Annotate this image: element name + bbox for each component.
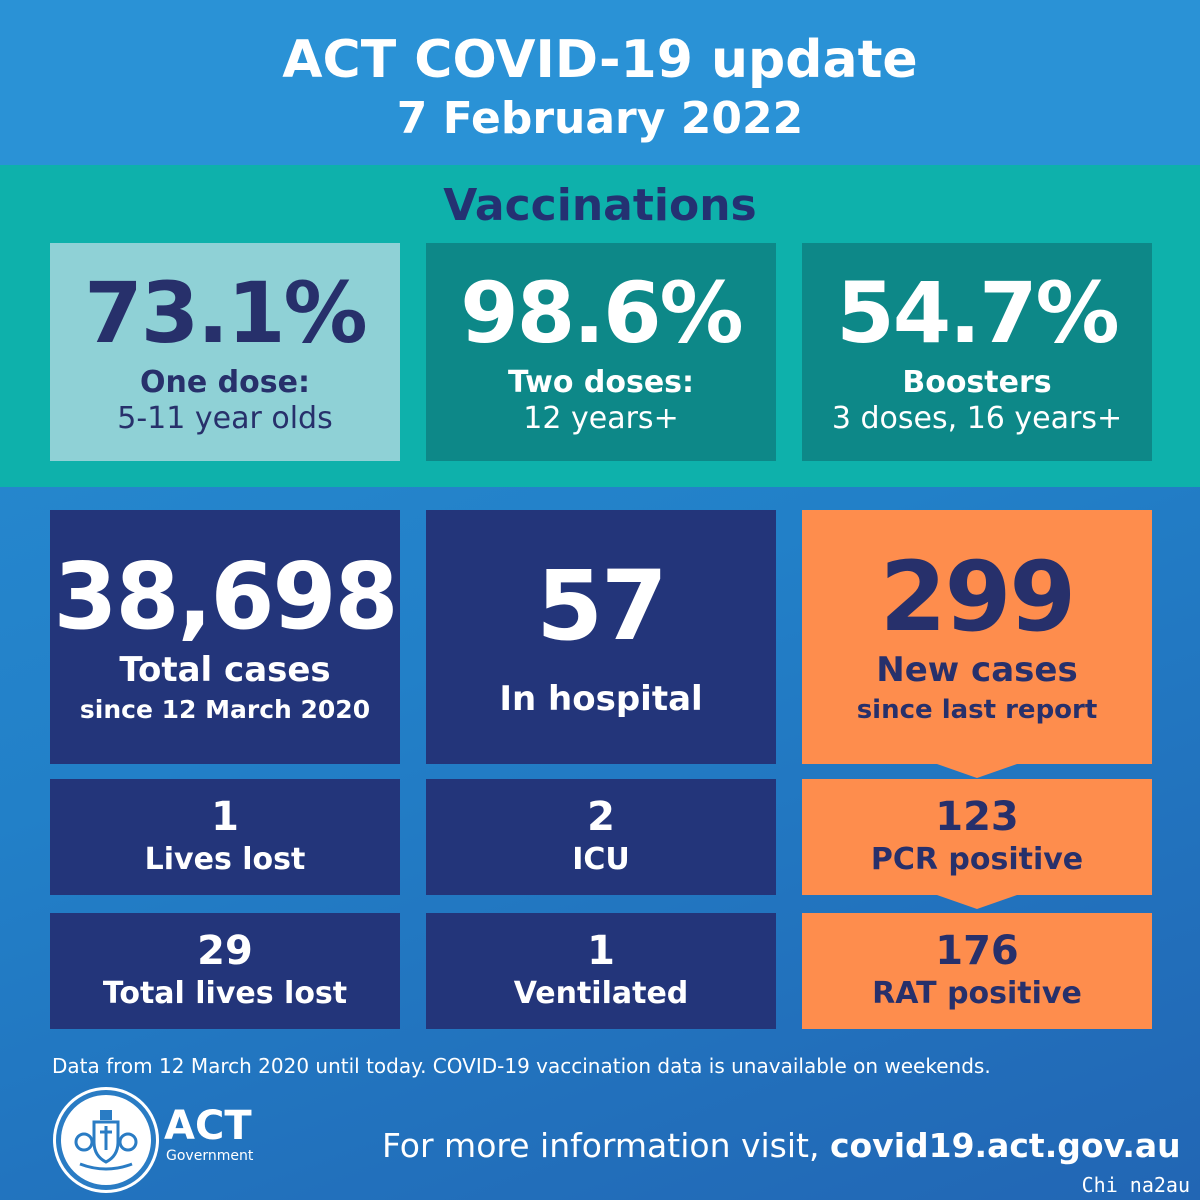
in-hospital-card: 57 In hospital xyxy=(426,510,776,764)
vax-boosters-value: 54.7% xyxy=(836,264,1119,362)
more-info-link[interactable]: covid19.act.gov.au xyxy=(829,1126,1181,1165)
icu-value: 2 xyxy=(587,794,615,840)
pcr-positive-label: PCR positive xyxy=(870,842,1084,877)
new-cases-label: New cases xyxy=(876,650,1078,690)
more-info-text: For more information visit, covid19.act.… xyxy=(382,1124,1181,1168)
rat-positive-label: RAT positive xyxy=(872,976,1082,1011)
pcr-positive-value: 123 xyxy=(935,794,1019,840)
vax-card-one-dose: 73.1% One dose: 5-11 year olds xyxy=(50,243,400,461)
watermark: Chi na2au xyxy=(1081,1173,1190,1197)
in-hospital-value: 57 xyxy=(536,550,668,662)
act-logo-subtext: Government xyxy=(166,1148,254,1164)
in-hospital-label: In hospital xyxy=(499,679,703,719)
total-cases-label: Total cases xyxy=(119,650,331,690)
vaccinations-heading: Vaccinations xyxy=(443,180,757,231)
vax-two-doses-value: 98.6% xyxy=(460,264,743,362)
vax-boosters-label: Boosters xyxy=(902,365,1052,400)
icu-card: 2 ICU xyxy=(426,779,776,895)
total-lives-lost-card: 29 Total lives lost xyxy=(50,913,400,1029)
lives-lost-value: 1 xyxy=(211,794,239,840)
ventilated-value: 1 xyxy=(587,928,615,974)
new-cases-sublabel: since last report xyxy=(856,695,1098,725)
ventilated-card: 1 Ventilated xyxy=(426,913,776,1029)
pcr-positive-card: 123 PCR positive xyxy=(802,779,1152,895)
total-cases-sublabel: since 12 March 2020 xyxy=(79,695,371,724)
vax-boosters-sublabel: 3 doses, 16 years+ xyxy=(831,401,1123,436)
pcr-arrow xyxy=(937,895,1017,909)
header-band xyxy=(0,0,1200,165)
ventilated-label: Ventilated xyxy=(513,976,689,1011)
lives-lost-card: 1 Lives lost xyxy=(50,779,400,895)
act-logo-text: ACT xyxy=(164,1103,252,1149)
vax-card-boosters: 54.7% Boosters 3 doses, 16 years+ xyxy=(802,243,1152,461)
vax-one-dose-value: 73.1% xyxy=(84,264,367,362)
page-title: ACT COVID-19 update xyxy=(282,30,918,90)
new-cases-arrow xyxy=(937,764,1017,778)
vax-one-dose-label: One dose: xyxy=(140,365,310,400)
rat-positive-value: 176 xyxy=(935,928,1019,974)
vax-one-dose-sublabel: 5-11 year olds xyxy=(117,401,333,436)
total-cases-value: 38,698 xyxy=(53,543,398,650)
footnote: Data from 12 March 2020 until today. COV… xyxy=(52,1054,991,1078)
act-crest-icon xyxy=(56,1090,156,1190)
more-info-prefix: For more information visit, xyxy=(382,1126,830,1165)
vax-card-two-doses: 98.6% Two doses: 12 years+ xyxy=(426,243,776,461)
rat-positive-card: 176 RAT positive xyxy=(802,913,1152,1029)
new-cases-card: 299 New cases since last report xyxy=(802,510,1152,764)
icu-label: ICU xyxy=(572,842,630,877)
total-cases-card: 38,698 Total cases since 12 March 2020 xyxy=(50,510,400,764)
lives-lost-label: Lives lost xyxy=(144,842,306,877)
page-date: 7 February 2022 xyxy=(396,93,804,144)
new-cases-value: 299 xyxy=(879,541,1076,653)
crest-graphic xyxy=(74,1110,138,1171)
vax-two-doses-sublabel: 12 years+ xyxy=(523,401,679,436)
total-lives-lost-label: Total lives lost xyxy=(102,976,348,1011)
total-lives-lost-value: 29 xyxy=(197,928,253,974)
vax-two-doses-label: Two doses: xyxy=(507,365,695,400)
